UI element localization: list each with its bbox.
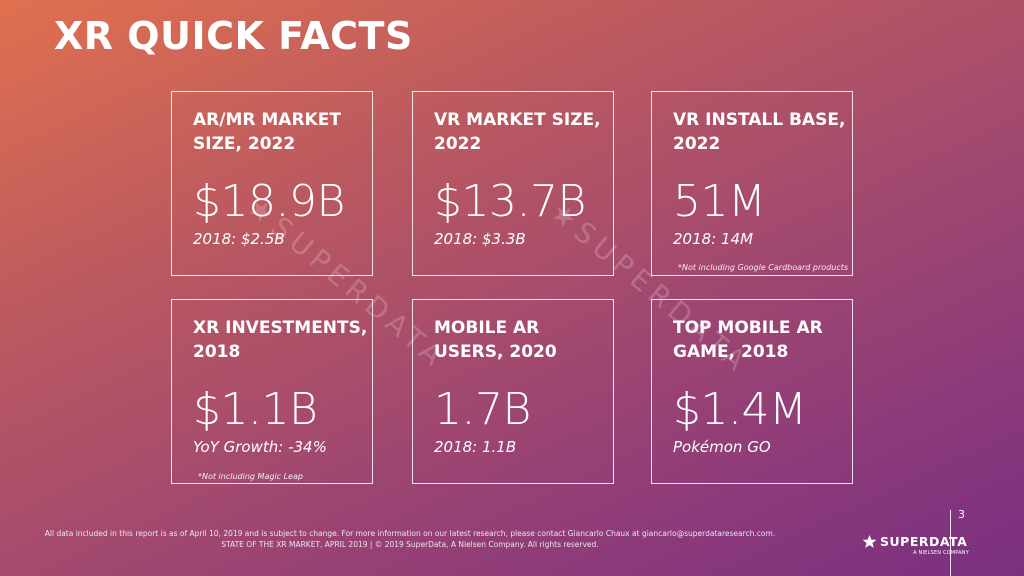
card-subtext: 2018: 14M (673, 230, 754, 248)
card-subtext: YoY Growth: -34% (193, 438, 327, 456)
footer-disclaimer: All data included in this report is as o… (44, 529, 776, 538)
card-heading: XR INVESTMENTS, 2018 (193, 318, 368, 362)
stat-card-vr-install-base: VR INSTALL BASE, 2022 51M 2018: 14M *Not… (651, 91, 853, 276)
card-heading: MOBILE AR USERS, 2020 (434, 318, 557, 362)
card-value: 51M (673, 176, 766, 227)
card-heading: VR INSTALL BASE, 2022 (673, 110, 846, 154)
card-heading: TOP MOBILE AR GAME, 2018 (673, 318, 823, 362)
card-footnote: *Not including Magic Leap (198, 472, 303, 481)
stat-card-top-mobile-ar-game: TOP MOBILE AR GAME, 2018 $1.4M Pokémon G… (651, 299, 853, 484)
card-value: $1.4M (673, 384, 807, 435)
card-value: $1.1B (193, 384, 318, 435)
brand-name: SUPERDATA (880, 534, 968, 549)
footer-copyright: STATE OF THE XR MARKET, APRIL 2019 | © 2… (221, 540, 599, 549)
card-subtext: 2018: 1.1B (434, 438, 517, 456)
card-value: $13.7B (434, 176, 586, 227)
stat-card-vr-market: VR MARKET SIZE, 2022 $13.7B 2018: $3.3B (412, 91, 614, 276)
brand-tagline: A NIELSEN COMPANY (913, 550, 969, 556)
page-number: 3 (958, 508, 965, 521)
page-title: XR QUICK FACTS (54, 14, 413, 58)
stat-card-xr-investments: XR INVESTMENTS, 2018 $1.1B YoY Growth: -… (171, 299, 373, 484)
stat-card-ar-mr-market: AR/MR MARKET SIZE, 2022 $18.9B 2018: $2.… (171, 91, 373, 276)
card-value: 1.7B (434, 384, 531, 435)
brand-logo: SUPERDATA A NIELSEN COMPANY (862, 534, 972, 556)
stat-card-mobile-ar-users: MOBILE AR USERS, 2020 1.7B 2018: 1.1B (412, 299, 614, 484)
card-heading: VR MARKET SIZE, 2022 (434, 110, 601, 154)
card-heading: AR/MR MARKET SIZE, 2022 (193, 110, 341, 154)
card-footnote: *Not including Google Cardboard products (678, 263, 849, 272)
card-subtext: 2018: $3.3B (434, 230, 526, 248)
footer: All data included in this report is as o… (0, 528, 820, 550)
star-icon (862, 534, 877, 548)
card-value: $18.9B (193, 176, 345, 227)
card-subtext: 2018: $2.5B (193, 230, 285, 248)
page-divider (950, 510, 951, 576)
card-subtext: Pokémon GO (673, 438, 771, 456)
